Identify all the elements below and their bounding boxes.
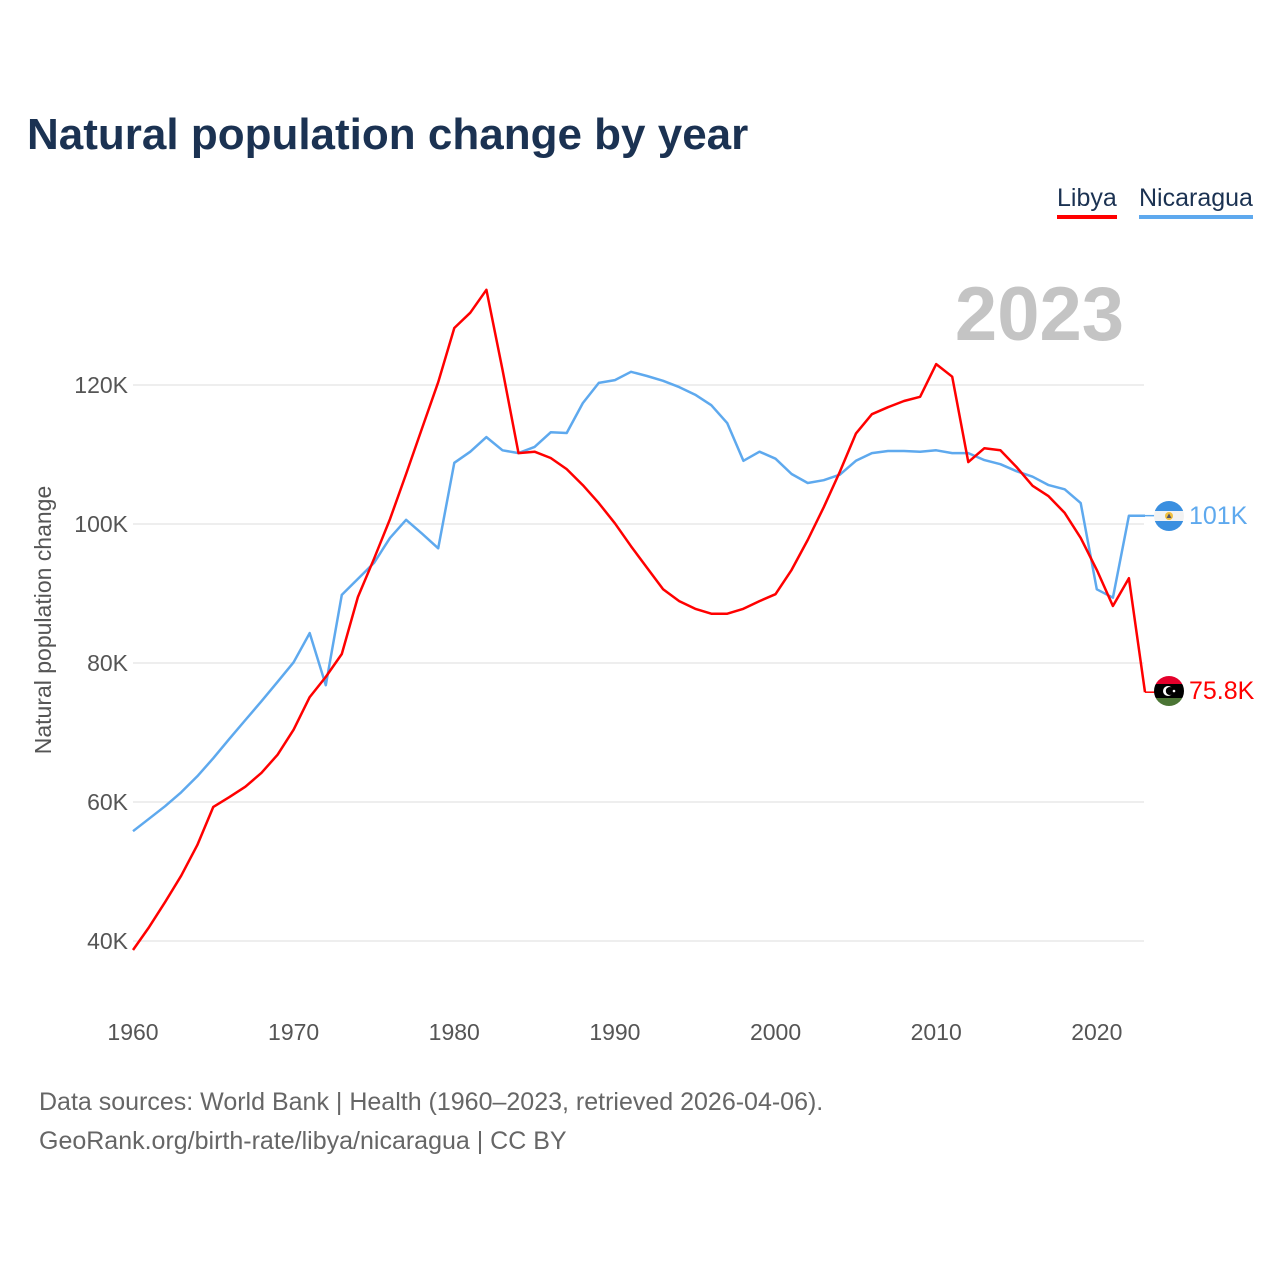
y-tick-label: 60K: [87, 789, 129, 815]
x-tick-label: 2020: [1071, 1019, 1122, 1045]
nicaragua-end-label: 101K: [1189, 502, 1248, 530]
x-tick-label: 2000: [750, 1019, 801, 1045]
x-tick-label: 2010: [911, 1019, 962, 1045]
legend-nicaragua[interactable]: Nicaragua: [1139, 184, 1253, 219]
y-tick-label: 100K: [74, 511, 128, 537]
year-watermark: 2023: [955, 272, 1124, 357]
libya-flag-icon: [1154, 676, 1184, 706]
libya-end-label: 75.8K: [1189, 677, 1255, 705]
nicaragua-line: [132, 370, 1145, 833]
x-tick-label: 1990: [589, 1019, 640, 1045]
y-axis-label: Natural population change: [30, 486, 56, 755]
y-tick-label: 80K: [87, 650, 129, 676]
y-tick-label: 120K: [74, 372, 128, 398]
x-tick-label: 1980: [429, 1019, 480, 1045]
libya-line: [131, 288, 1147, 951]
source-url[interactable]: GeoRank.org/birth-rate/libya/nicaragua |…: [39, 1127, 567, 1155]
x-tick-label: 1970: [268, 1019, 319, 1045]
y-tick-label: 40K: [87, 928, 129, 954]
x-tick-label: 1960: [107, 1019, 158, 1045]
legend-libya[interactable]: Libya: [1057, 184, 1117, 219]
chart-title: Natural population change by year: [27, 110, 749, 159]
nicaragua-flag-icon: [1154, 501, 1184, 531]
source-text: Data sources: World Bank | Health (1960–…: [39, 1088, 824, 1116]
